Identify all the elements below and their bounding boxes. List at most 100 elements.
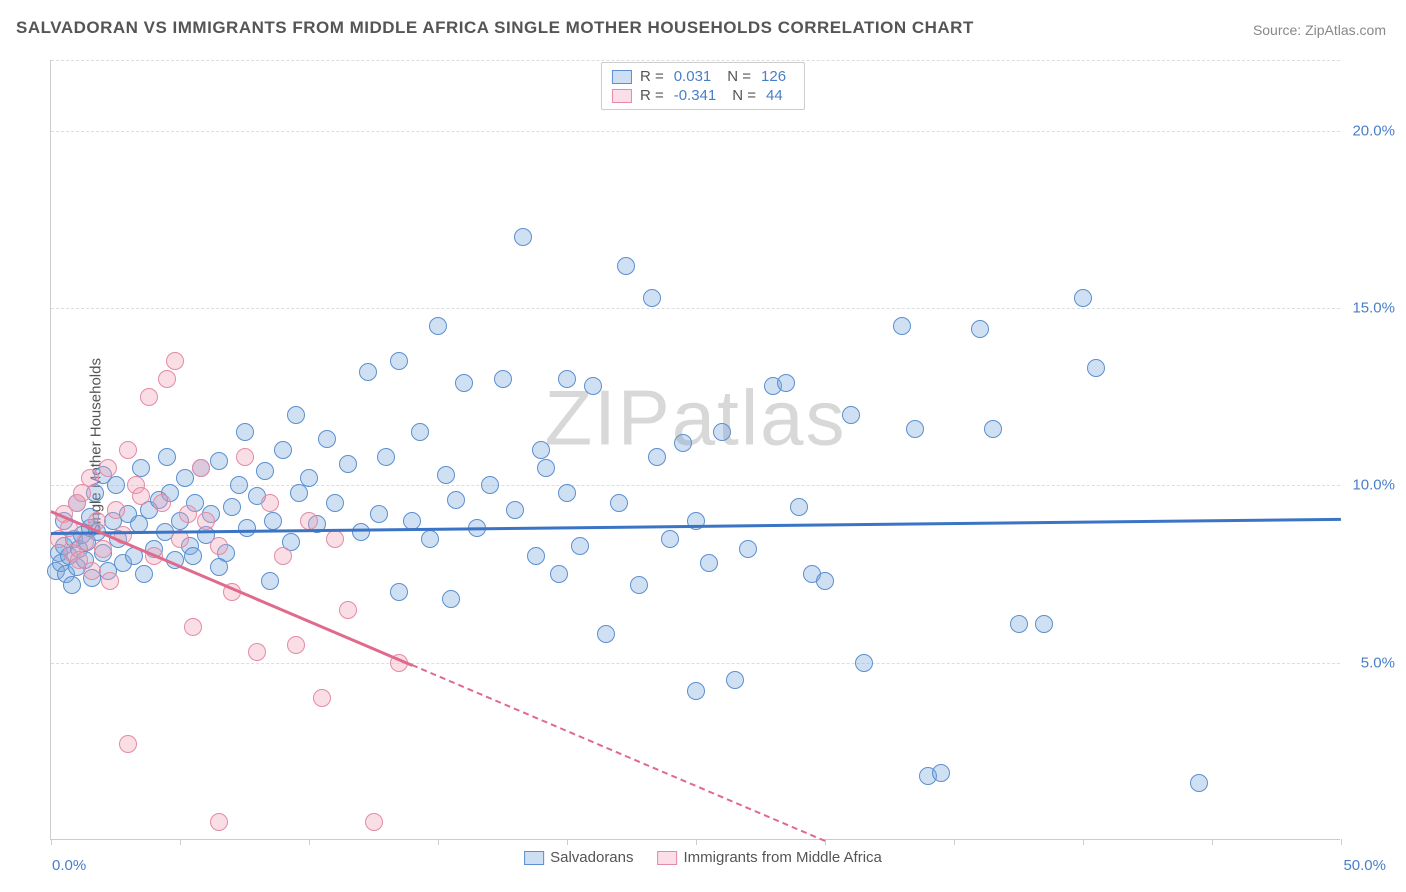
data-point <box>210 537 228 555</box>
data-point <box>339 455 357 473</box>
data-point <box>442 590 460 608</box>
data-point <box>377 448 395 466</box>
legend-r-value: -0.341 <box>674 87 717 104</box>
data-point <box>192 459 210 477</box>
data-point <box>429 317 447 335</box>
data-point <box>447 491 465 509</box>
data-point <box>76 533 94 551</box>
data-point <box>906 420 924 438</box>
data-point <box>210 813 228 831</box>
data-point <box>481 476 499 494</box>
data-point <box>94 540 112 558</box>
data-point <box>390 583 408 601</box>
data-point <box>713 423 731 441</box>
source-attribution: Source: ZipAtlas.com <box>1253 22 1386 38</box>
data-point <box>550 565 568 583</box>
data-point <box>300 512 318 530</box>
y-tick-label: 10.0% <box>1352 477 1395 494</box>
data-point <box>506 501 524 519</box>
data-point <box>359 363 377 381</box>
data-point <box>274 547 292 565</box>
data-point <box>687 682 705 700</box>
data-point <box>184 618 202 636</box>
data-point <box>527 547 545 565</box>
data-point <box>236 423 254 441</box>
correlation-chart: SALVADORAN VS IMMIGRANTS FROM MIDDLE AFR… <box>0 0 1406 892</box>
data-point <box>210 452 228 470</box>
x-tick-mark <box>954 839 955 845</box>
data-point <box>494 370 512 388</box>
data-point <box>411 423 429 441</box>
legend-stat-row: R =0.031N =126 <box>612 67 794 86</box>
data-point <box>261 494 279 512</box>
data-point <box>166 352 184 370</box>
data-point <box>1087 359 1105 377</box>
data-point <box>739 540 757 558</box>
data-point <box>893 317 911 335</box>
data-point <box>210 558 228 576</box>
chart-title: SALVADORAN VS IMMIGRANTS FROM MIDDLE AFR… <box>16 18 974 38</box>
data-point <box>287 636 305 654</box>
data-point <box>230 476 248 494</box>
legend-r-value: 0.031 <box>674 68 712 85</box>
data-point <box>537 459 555 477</box>
data-point <box>256 462 274 480</box>
gridline-h <box>51 60 1340 61</box>
trend-line <box>412 664 826 842</box>
data-point <box>597 625 615 643</box>
data-point <box>264 512 282 530</box>
data-point <box>790 498 808 516</box>
data-point <box>370 505 388 523</box>
y-tick-label: 15.0% <box>1352 300 1395 317</box>
data-point <box>158 448 176 466</box>
data-point <box>197 512 215 530</box>
legend-swatch <box>658 851 678 865</box>
data-point <box>777 374 795 392</box>
data-point <box>99 459 117 477</box>
data-point <box>932 764 950 782</box>
data-point <box>318 430 336 448</box>
data-point <box>135 565 153 583</box>
data-point <box>153 494 171 512</box>
legend-n-label: N = <box>727 68 751 85</box>
data-point <box>700 554 718 572</box>
plot-area: ZIPatlas 5.0%10.0%15.0%20.0% <box>50 60 1340 840</box>
data-point <box>83 562 101 580</box>
gridline-h <box>51 663 1340 664</box>
data-point <box>63 576 81 594</box>
data-point <box>617 257 635 275</box>
data-point <box>339 601 357 619</box>
legend-item: Immigrants from Middle Africa <box>658 849 882 866</box>
data-point <box>326 530 344 548</box>
data-point <box>1035 615 1053 633</box>
y-tick-label: 5.0% <box>1361 654 1395 671</box>
gridline-h <box>51 131 1340 132</box>
correlation-legend: R =0.031N =126R =-0.341N =44 <box>601 62 805 110</box>
legend-n-value: 44 <box>766 87 783 104</box>
data-point <box>571 537 589 555</box>
x-axis-min-label: 0.0% <box>52 857 86 874</box>
data-point <box>140 388 158 406</box>
legend-label: Salvadorans <box>550 849 633 866</box>
data-point <box>971 320 989 338</box>
data-point <box>119 735 137 753</box>
x-tick-mark <box>309 839 310 845</box>
data-point <box>726 671 744 689</box>
data-point <box>421 530 439 548</box>
data-point <box>648 448 666 466</box>
data-point <box>455 374 473 392</box>
data-point <box>674 434 692 452</box>
data-point <box>81 469 99 487</box>
x-tick-mark <box>1341 839 1342 845</box>
data-point <box>352 523 370 541</box>
data-point <box>842 406 860 424</box>
data-point <box>1190 774 1208 792</box>
data-point <box>287 406 305 424</box>
data-point <box>119 441 137 459</box>
data-point <box>1074 289 1092 307</box>
data-point <box>300 469 318 487</box>
data-point <box>584 377 602 395</box>
data-point <box>101 572 119 590</box>
data-point <box>261 572 279 590</box>
data-point <box>236 448 254 466</box>
